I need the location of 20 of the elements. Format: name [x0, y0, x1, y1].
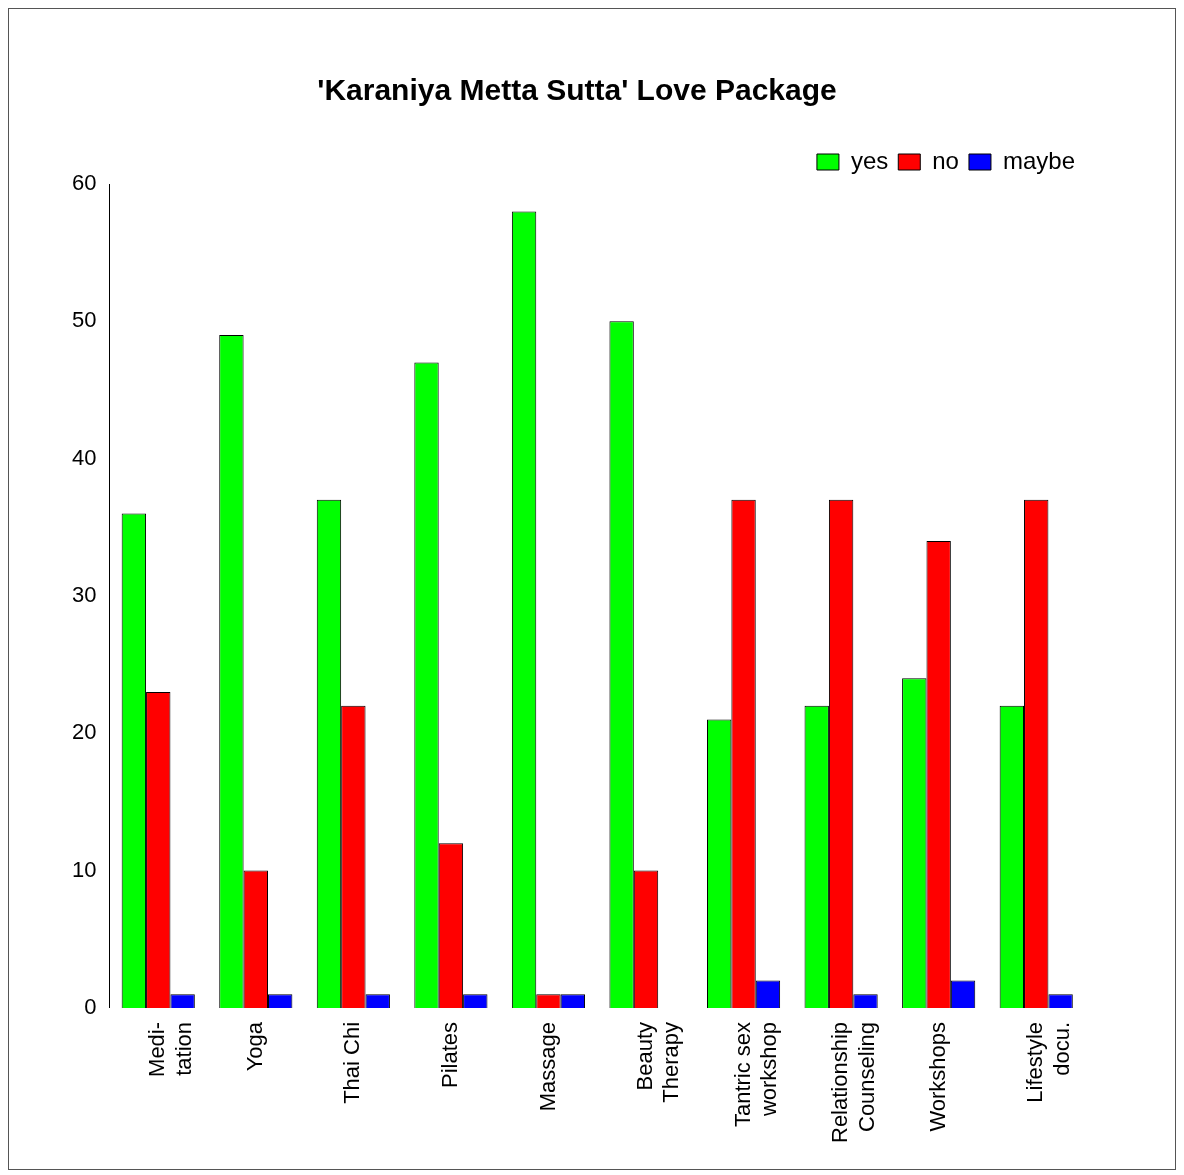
- y-tick-label: 20: [71, 719, 97, 745]
- y-tick-label: 10: [71, 856, 97, 882]
- y-tick-label: 0: [84, 993, 97, 1019]
- chart-title: 'Karaniya Metta Sutta' Love Package: [317, 73, 837, 107]
- x-tick-label: Yoga: [241, 1021, 267, 1072]
- legend-label: no: [932, 146, 959, 174]
- x-tick-label: Massage: [534, 1021, 560, 1112]
- legend-label: yes: [850, 146, 889, 174]
- x-tick-label: Thai Chi: [339, 1021, 365, 1104]
- x-tick-label: Medi- tation: [144, 1021, 196, 1077]
- x-tick-label: Pilates: [436, 1021, 462, 1088]
- y-tick-label: 50: [71, 307, 97, 333]
- legend-label: maybe: [1002, 146, 1076, 174]
- y-tick-label: 60: [71, 170, 97, 196]
- y-tick-label: 30: [71, 582, 97, 608]
- y-tick-label: 40: [71, 444, 97, 470]
- x-tick-label: Lifestyle docu.: [1022, 1021, 1074, 1103]
- x-tick-label: Workshops: [924, 1021, 950, 1132]
- x-tick-label: Beauty Therapy: [632, 1021, 684, 1103]
- x-tick-label: Tantric sex workshop: [729, 1021, 782, 1128]
